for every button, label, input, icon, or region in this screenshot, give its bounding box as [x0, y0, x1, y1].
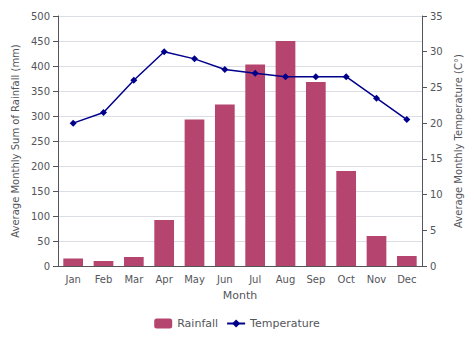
- svg-text:20: 20: [430, 118, 443, 129]
- svg-text:10: 10: [430, 189, 443, 200]
- svg-text:Mar: Mar: [124, 274, 144, 285]
- svg-text:350: 350: [31, 86, 50, 97]
- svg-text:300: 300: [31, 111, 50, 122]
- svg-text:Aug: Aug: [276, 274, 296, 285]
- svg-text:35: 35: [430, 11, 443, 22]
- svg-text:15: 15: [430, 153, 443, 164]
- svg-text:Jan: Jan: [64, 274, 80, 285]
- svg-text:Jun: Jun: [216, 274, 233, 285]
- svg-text:Average Monthly Sum of Rainfal: Average Monthly Sum of Rainfall (mm): [10, 44, 21, 238]
- svg-text:100: 100: [31, 211, 50, 222]
- svg-text:May: May: [184, 274, 205, 285]
- svg-text:400: 400: [31, 61, 50, 72]
- svg-text:Month: Month: [223, 289, 258, 302]
- svg-text:200: 200: [31, 161, 50, 172]
- svg-text:Feb: Feb: [95, 274, 113, 285]
- svg-text:0: 0: [44, 261, 50, 272]
- svg-text:150: 150: [31, 186, 50, 197]
- svg-text:30: 30: [430, 46, 443, 57]
- svg-text:5: 5: [430, 225, 436, 236]
- svg-text:250: 250: [31, 136, 50, 147]
- svg-text:Nov: Nov: [367, 274, 387, 285]
- svg-text:450: 450: [31, 36, 50, 47]
- svg-text:Temperature: Temperature: [249, 317, 320, 330]
- svg-text:0: 0: [430, 261, 436, 272]
- svg-text:Sep: Sep: [306, 274, 325, 285]
- svg-text:Rainfall: Rainfall: [177, 317, 218, 330]
- svg-text:500: 500: [31, 11, 50, 22]
- svg-text:Oct: Oct: [338, 274, 355, 285]
- svg-text:Apr: Apr: [156, 274, 174, 285]
- svg-text:Average Monthly Temperature (C: Average Monthly Temperature (C°): [453, 54, 464, 228]
- svg-text:50: 50: [37, 236, 50, 247]
- svg-text:Dec: Dec: [397, 274, 416, 285]
- svg-text:25: 25: [430, 82, 443, 93]
- svg-text:Jul: Jul: [248, 274, 261, 285]
